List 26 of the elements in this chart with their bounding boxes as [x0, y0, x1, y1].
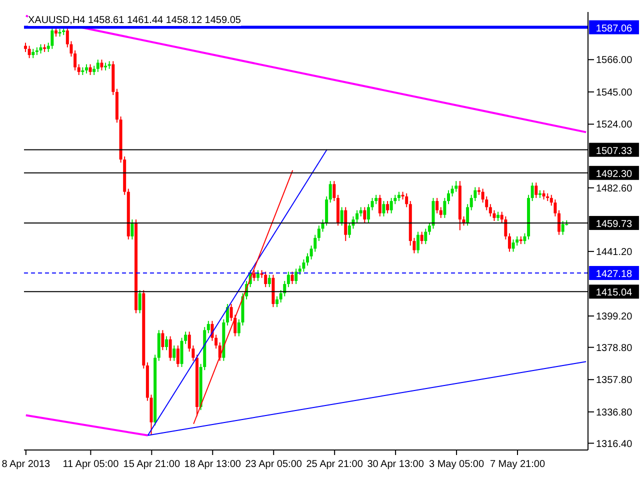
y-tick-label: 1482.60: [596, 183, 633, 194]
ref-line-label: 1427.18: [596, 268, 633, 280]
ref-line-label: 1587.06: [596, 23, 633, 34]
ref-line-label: 1459.73: [596, 218, 633, 230]
x-tick-label: 11 Apr 05:00: [62, 459, 120, 470]
x-tick-label: 3 May 05:00: [429, 459, 484, 470]
y-tick-label: 1524.00: [596, 120, 633, 131]
y-tick-label: 1566.00: [596, 55, 633, 66]
x-tick-label: 25 Apr 21:00: [306, 459, 364, 470]
x-tick-label: 7 May 21:00: [490, 459, 546, 470]
y-tick-label: 1441.20: [596, 246, 633, 258]
y-tick-label: 1545.00: [596, 87, 633, 98]
y-tick-label: 1316.40: [596, 438, 633, 450]
y-tick-label: 1378.80: [596, 342, 633, 354]
ref-line-label: 1415.04: [596, 288, 633, 299]
x-tick-label: 8 Apr 2013: [2, 459, 51, 470]
chart-title: XAUUSD,H4 1458.61 1461.44 1458.12 1459.05: [28, 15, 241, 26]
x-tick-label: 18 Apr 13:00: [184, 459, 242, 470]
ref-line-label: 1507.33: [596, 146, 633, 157]
y-tick-label: 1336.80: [596, 407, 633, 418]
x-tick-label: 23 Apr 05:00: [245, 459, 302, 470]
ref-line-label: 1492.30: [596, 168, 633, 180]
y-tick-label: 1357.80: [596, 375, 633, 386]
x-tick-label: 15 Apr 21:00: [123, 459, 180, 470]
y-tick-label: 1399.20: [596, 312, 633, 323]
x-tick-label: 30 Apr 13:00: [367, 459, 424, 470]
